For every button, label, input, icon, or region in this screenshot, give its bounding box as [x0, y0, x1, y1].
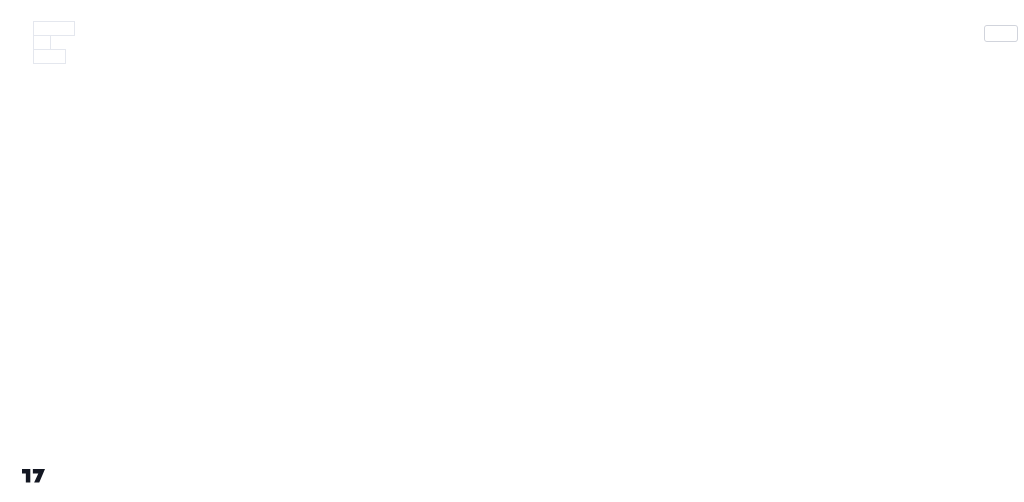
tradingview-logo[interactable] — [22, 464, 52, 483]
volume-legend-row[interactable] — [33, 35, 51, 50]
ema-legend-row[interactable] — [33, 49, 66, 64]
rsi-legend-row[interactable] — [33, 391, 67, 404]
tradingview-logo-icon — [22, 469, 45, 483]
chart-legend — [33, 21, 75, 64]
symbol-legend-row[interactable] — [33, 21, 75, 36]
currency-toggle-button[interactable] — [984, 25, 1018, 42]
